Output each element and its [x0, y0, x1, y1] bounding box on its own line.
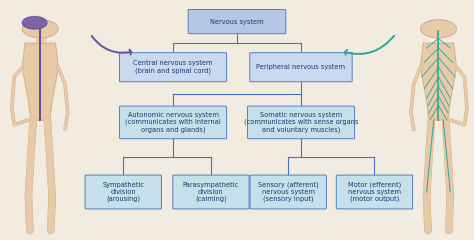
Text: Central nervous system
(brain and spinal cord): Central nervous system (brain and spinal… — [133, 60, 213, 74]
Polygon shape — [36, 38, 45, 43]
Text: Somatic nervous system
(communicates with sense organs
and voluntary muscles): Somatic nervous system (communicates wit… — [244, 112, 358, 133]
FancyBboxPatch shape — [250, 175, 326, 209]
FancyBboxPatch shape — [85, 175, 161, 209]
FancyBboxPatch shape — [119, 106, 227, 139]
FancyBboxPatch shape — [247, 106, 355, 139]
Text: Nervous system: Nervous system — [210, 19, 264, 25]
FancyBboxPatch shape — [336, 175, 412, 209]
Text: Motor (efferent)
nervous system
(motor output): Motor (efferent) nervous system (motor o… — [348, 181, 401, 203]
FancyBboxPatch shape — [173, 175, 249, 209]
FancyBboxPatch shape — [119, 53, 227, 82]
FancyBboxPatch shape — [188, 9, 286, 34]
Text: Sympathetic
division
(arousing): Sympathetic division (arousing) — [102, 182, 144, 202]
Polygon shape — [420, 43, 456, 120]
FancyBboxPatch shape — [250, 53, 352, 82]
Text: Parasympathetic
division
(calming): Parasympathetic division (calming) — [183, 182, 239, 202]
Text: Autonomic nervous system
(communicates with internal
organs and glands): Autonomic nervous system (communicates w… — [125, 112, 221, 133]
Circle shape — [420, 20, 456, 38]
Polygon shape — [22, 43, 58, 120]
Circle shape — [22, 20, 58, 38]
Text: Peripheral nervous system: Peripheral nervous system — [256, 64, 346, 70]
Text: Sensory (afferent)
nervous system
(sensory input): Sensory (afferent) nervous system (senso… — [258, 181, 319, 203]
Circle shape — [22, 17, 47, 29]
